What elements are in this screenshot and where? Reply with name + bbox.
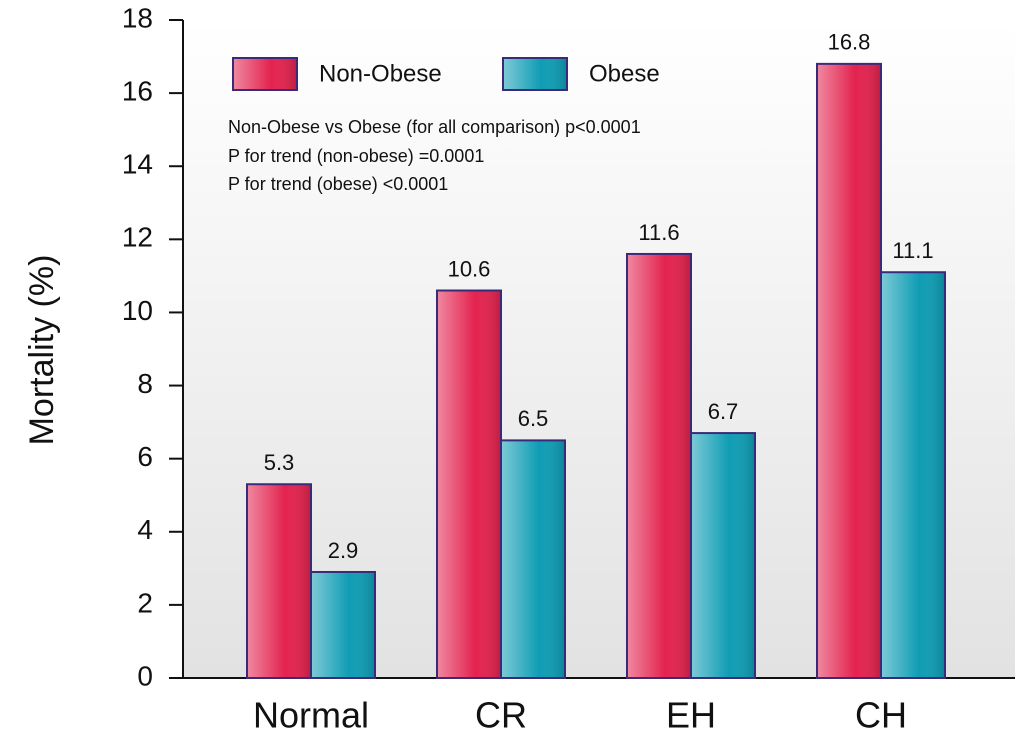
x-tick-label: CH — [855, 695, 907, 736]
bar-shine — [502, 441, 564, 677]
value-label: 10.6 — [448, 256, 491, 281]
legend-shine — [234, 59, 296, 89]
annotation: P for trend (non-obese) =0.0001 — [228, 146, 484, 166]
value-label: 11.6 — [638, 220, 679, 245]
y-tick-label: 16 — [122, 76, 153, 107]
x-tick-label: EH — [666, 695, 716, 736]
y-tick-label: 8 — [137, 368, 153, 399]
x-tick-label: Normal — [253, 695, 369, 736]
bar-shine — [818, 64, 880, 677]
x-tick-label: CR — [475, 695, 527, 736]
bar-shine — [882, 273, 944, 677]
value-label: 2.9 — [328, 538, 359, 563]
y-tick-label: 18 — [122, 2, 153, 33]
bar-shine — [438, 291, 500, 677]
legend-shine — [504, 59, 566, 89]
annotation: P for trend (obese) <0.0001 — [228, 174, 448, 194]
y-tick-label: 10 — [122, 295, 153, 326]
annotation: Non-Obese vs Obese (for all comparison) … — [228, 117, 641, 137]
bar-shine — [312, 572, 374, 677]
y-tick-label: 4 — [137, 514, 153, 545]
y-tick-label: 0 — [137, 660, 153, 691]
y-tick-label: 12 — [122, 222, 153, 253]
value-label: 11.1 — [892, 238, 933, 263]
bar-shine — [692, 434, 754, 677]
bar-shine — [628, 254, 690, 677]
y-tick-label: 14 — [122, 149, 153, 180]
value-label: 6.7 — [708, 399, 739, 424]
value-label: 16.8 — [828, 30, 871, 55]
legend-label: Obese — [589, 60, 660, 87]
value-label: 5.3 — [264, 450, 295, 475]
bar-shine — [248, 485, 310, 677]
y-tick-label: 6 — [137, 441, 153, 472]
value-label: 6.5 — [518, 406, 549, 431]
legend-label: Non-Obese — [319, 60, 442, 87]
y-axis-label: Mortality (%) — [23, 255, 61, 446]
y-tick-label: 2 — [137, 587, 153, 618]
